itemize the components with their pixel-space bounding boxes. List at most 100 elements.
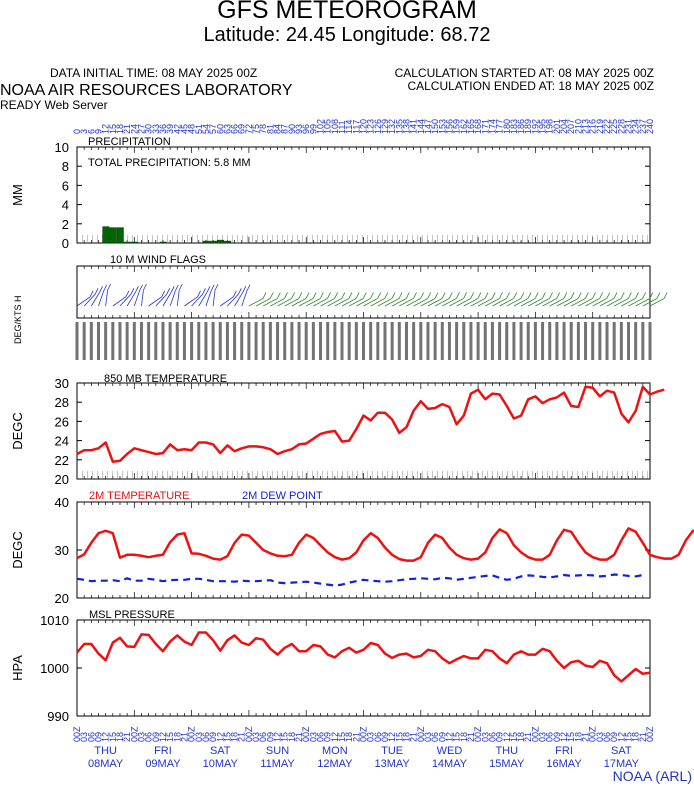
wind-barb xyxy=(212,290,216,307)
hour-label-top: 147 xyxy=(423,119,433,134)
hour-label-top: 171 xyxy=(480,119,490,134)
wind-barb-flag xyxy=(291,292,296,299)
wind-barb-flag xyxy=(284,292,288,299)
hour-label-bottom: 00Z xyxy=(416,726,426,742)
hour-label-bottom: 03 xyxy=(480,732,490,742)
wind-barb xyxy=(370,298,385,307)
wind-barb-flag xyxy=(577,292,582,299)
wind-barb-flag xyxy=(413,292,417,299)
hour-label-bottom: 00Z xyxy=(473,726,483,742)
hour-label-bottom: 03 xyxy=(423,732,433,742)
wind-value-glyph xyxy=(369,322,373,360)
precip-ylabel: MM xyxy=(10,184,25,206)
wind-value-glyph xyxy=(161,322,165,360)
hour-label-top: 120 xyxy=(359,119,369,134)
wind-barb-flag xyxy=(312,292,317,299)
wind-barb xyxy=(198,292,208,307)
hour-label-bottom: 00Z xyxy=(530,726,540,742)
wind-barb xyxy=(406,298,421,307)
hour-label-top: 141 xyxy=(409,119,419,134)
wind-barb xyxy=(291,298,307,307)
hour-label-top: 69 xyxy=(237,124,247,134)
hour-label-bottom: 06 xyxy=(144,732,154,742)
wind-value-glyph xyxy=(147,322,151,360)
wind-value-glyph xyxy=(204,322,208,360)
precip-bar xyxy=(109,227,117,244)
day-of-week-label: SAT xyxy=(611,745,632,757)
calc-ended: CALCULATION ENDED AT: 18 MAY 2025 00Z xyxy=(407,79,654,93)
t850-title: 850 MB TEMPERATURE xyxy=(104,373,227,385)
hour-label-top: 81 xyxy=(265,124,275,134)
hour-label-top: 228 xyxy=(616,119,626,134)
wind-value-glyph xyxy=(584,322,588,360)
wind-barb xyxy=(191,294,203,307)
hour-label-bottom: 21 xyxy=(466,732,476,742)
wind-barb xyxy=(434,298,450,307)
hour-label-bottom: 18 xyxy=(172,732,182,742)
wind-barb-flag xyxy=(237,288,242,295)
hour-label-bottom: 06 xyxy=(545,732,555,742)
wind-barb xyxy=(320,298,335,307)
hour-label-bottom: 03 xyxy=(251,732,261,742)
wind-barb xyxy=(356,298,371,307)
wind-value-glyph xyxy=(555,322,559,360)
wind-barb-flag xyxy=(107,283,111,291)
hour-label-bottom: 09 xyxy=(93,732,103,742)
wind-barb-flag xyxy=(242,286,247,293)
wind-barb-flag xyxy=(477,292,482,299)
hour-label-top: 24 xyxy=(129,124,139,134)
wind-barb-flag xyxy=(355,292,360,299)
initial-time: DATA INITIAL TIME: 08 MAY 2025 00Z xyxy=(50,66,258,80)
wind-barb-flag xyxy=(584,292,589,299)
wind-barb xyxy=(112,296,127,307)
wind-barb xyxy=(83,294,96,307)
hour-label-bottom: 09 xyxy=(265,732,275,742)
hour-label-bottom: 21 xyxy=(409,732,419,742)
wind-barb-flag xyxy=(174,284,179,292)
mslp-ytick-label: 1010 xyxy=(40,613,69,628)
hour-label-bottom: 03 xyxy=(136,732,146,742)
hour-label-top: 33 xyxy=(151,124,161,134)
wind-barb-flag xyxy=(161,290,166,298)
wind-barb-flag xyxy=(534,292,539,299)
t2m-ytick-label: 40 xyxy=(55,495,69,510)
t850-line xyxy=(76,385,665,463)
wind-barb-flag xyxy=(448,292,453,299)
day-of-week-label: TUE xyxy=(381,745,403,757)
wind-barb-flag xyxy=(520,292,525,299)
hour-label-bottom: 09 xyxy=(552,732,562,742)
hour-label-top: 75 xyxy=(251,124,261,134)
hour-label-bottom: 00Z xyxy=(187,726,197,742)
hour-label-top: 138 xyxy=(401,119,411,134)
wind-value-glyph xyxy=(218,322,222,360)
t2m-ytick-label: 20 xyxy=(55,591,69,606)
wind-value-glyph xyxy=(362,322,365,360)
hour-label-top: 231 xyxy=(624,119,634,134)
mslp-line xyxy=(76,631,651,683)
wind-value-glyph xyxy=(132,322,136,360)
hour-label-bottom: 12 xyxy=(502,732,512,742)
hour-label-bottom: 18 xyxy=(115,732,125,742)
wind-barb xyxy=(420,298,436,307)
wind-value-glyph xyxy=(89,322,93,360)
hour-label-top: 177 xyxy=(495,119,505,134)
hour-label-bottom: 09 xyxy=(495,732,505,742)
precip-bar xyxy=(217,239,224,244)
wind-barb xyxy=(241,290,248,307)
hour-label-top: 240 xyxy=(645,119,655,134)
wind-barb xyxy=(348,298,364,307)
wind-barb-flag xyxy=(135,286,139,293)
day-of-week-label: THU xyxy=(495,745,518,757)
wind-value-glyph xyxy=(476,322,480,360)
wind-value-glyph xyxy=(612,322,616,360)
wind-barb xyxy=(456,298,471,307)
hour-label-top: 162 xyxy=(459,119,469,134)
wind-value-glyph xyxy=(627,322,631,360)
wind-value-glyph xyxy=(440,322,444,360)
date-label: 14MAY xyxy=(432,758,468,770)
wind-barb xyxy=(141,290,144,307)
hour-label-top: 54 xyxy=(201,124,211,134)
wind-barb-flag xyxy=(89,290,94,298)
wind-barb xyxy=(485,298,500,307)
hour-label-bottom: 09 xyxy=(151,732,161,742)
